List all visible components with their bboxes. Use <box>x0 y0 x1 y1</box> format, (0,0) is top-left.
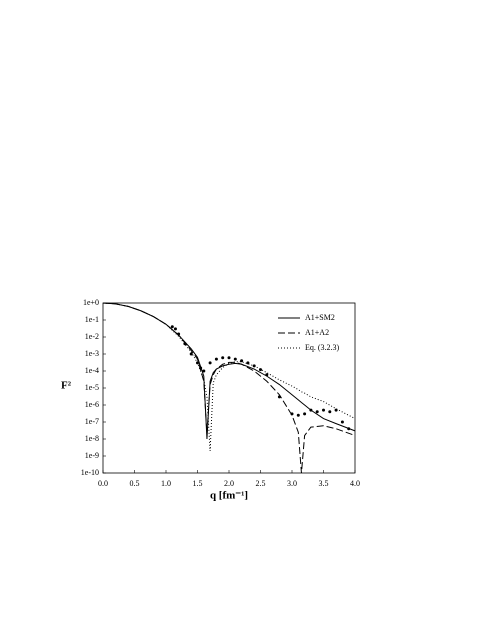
y-tick-label: 1e-5 <box>85 383 99 392</box>
data-point <box>322 408 325 412</box>
x-tick-label: 4.0 <box>350 479 360 488</box>
legend-label: Eq. (3.2.3) <box>305 343 340 352</box>
data-point <box>340 420 344 424</box>
data-point <box>214 357 218 361</box>
data-point <box>170 325 174 329</box>
y-tick-label: 1e-7 <box>85 417 99 426</box>
data-point <box>265 373 269 377</box>
data-point <box>252 364 256 368</box>
data-point <box>334 408 338 412</box>
data-point <box>208 361 212 365</box>
y-tick-label: 1e-4 <box>85 366 99 375</box>
data-point <box>221 356 225 360</box>
data-point <box>246 361 250 365</box>
data-point <box>196 361 199 365</box>
series-line <box>102 302 356 440</box>
x-tick-label: 1.5 <box>193 479 203 488</box>
data-point <box>233 357 237 361</box>
data-point <box>309 408 313 412</box>
legend-label: A1+A2 <box>305 328 329 337</box>
series-line <box>102 302 356 474</box>
data-point <box>296 413 300 417</box>
data-point <box>199 366 203 370</box>
data-point <box>303 412 307 416</box>
x-tick-label: 2.5 <box>256 479 266 488</box>
y-tick-label: 1e+0 <box>83 298 99 307</box>
y-tick-label: 1e-2 <box>85 332 99 341</box>
y-tick-label: 1e-1 <box>85 315 99 324</box>
x-tick-label: 2.0 <box>224 479 234 488</box>
x-tick-label: 0.0 <box>98 479 108 488</box>
data-point <box>315 410 319 414</box>
data-point <box>183 342 187 346</box>
data-point <box>173 327 177 331</box>
y-tick-label: 1e-3 <box>85 349 99 358</box>
legend-label: A1+SM2 <box>305 313 335 322</box>
data-point <box>240 359 244 363</box>
data-point <box>277 395 281 399</box>
data-point <box>177 332 181 336</box>
x-tick-label: 1.0 <box>161 479 171 488</box>
data-point <box>328 410 332 414</box>
data-point <box>259 368 262 372</box>
x-tick-label: 0.5 <box>130 479 140 488</box>
y-tick-label: 1e-6 <box>85 400 99 409</box>
data-point <box>202 369 206 373</box>
y-tick-label: 1e-10 <box>81 468 99 477</box>
data-point <box>189 352 193 356</box>
y-tick-label: 1e-8 <box>85 434 99 443</box>
data-point <box>227 356 231 360</box>
data-point <box>347 427 351 431</box>
y-tick-label: 1e-9 <box>85 451 99 460</box>
series-line <box>102 302 356 451</box>
x-axis-title: q [fm⁻¹] <box>210 490 248 502</box>
y-axis-title: F² <box>61 380 72 392</box>
x-tick-label: 3.0 <box>287 479 297 488</box>
x-tick-label: 3.5 <box>319 479 329 488</box>
data-point <box>290 412 294 416</box>
